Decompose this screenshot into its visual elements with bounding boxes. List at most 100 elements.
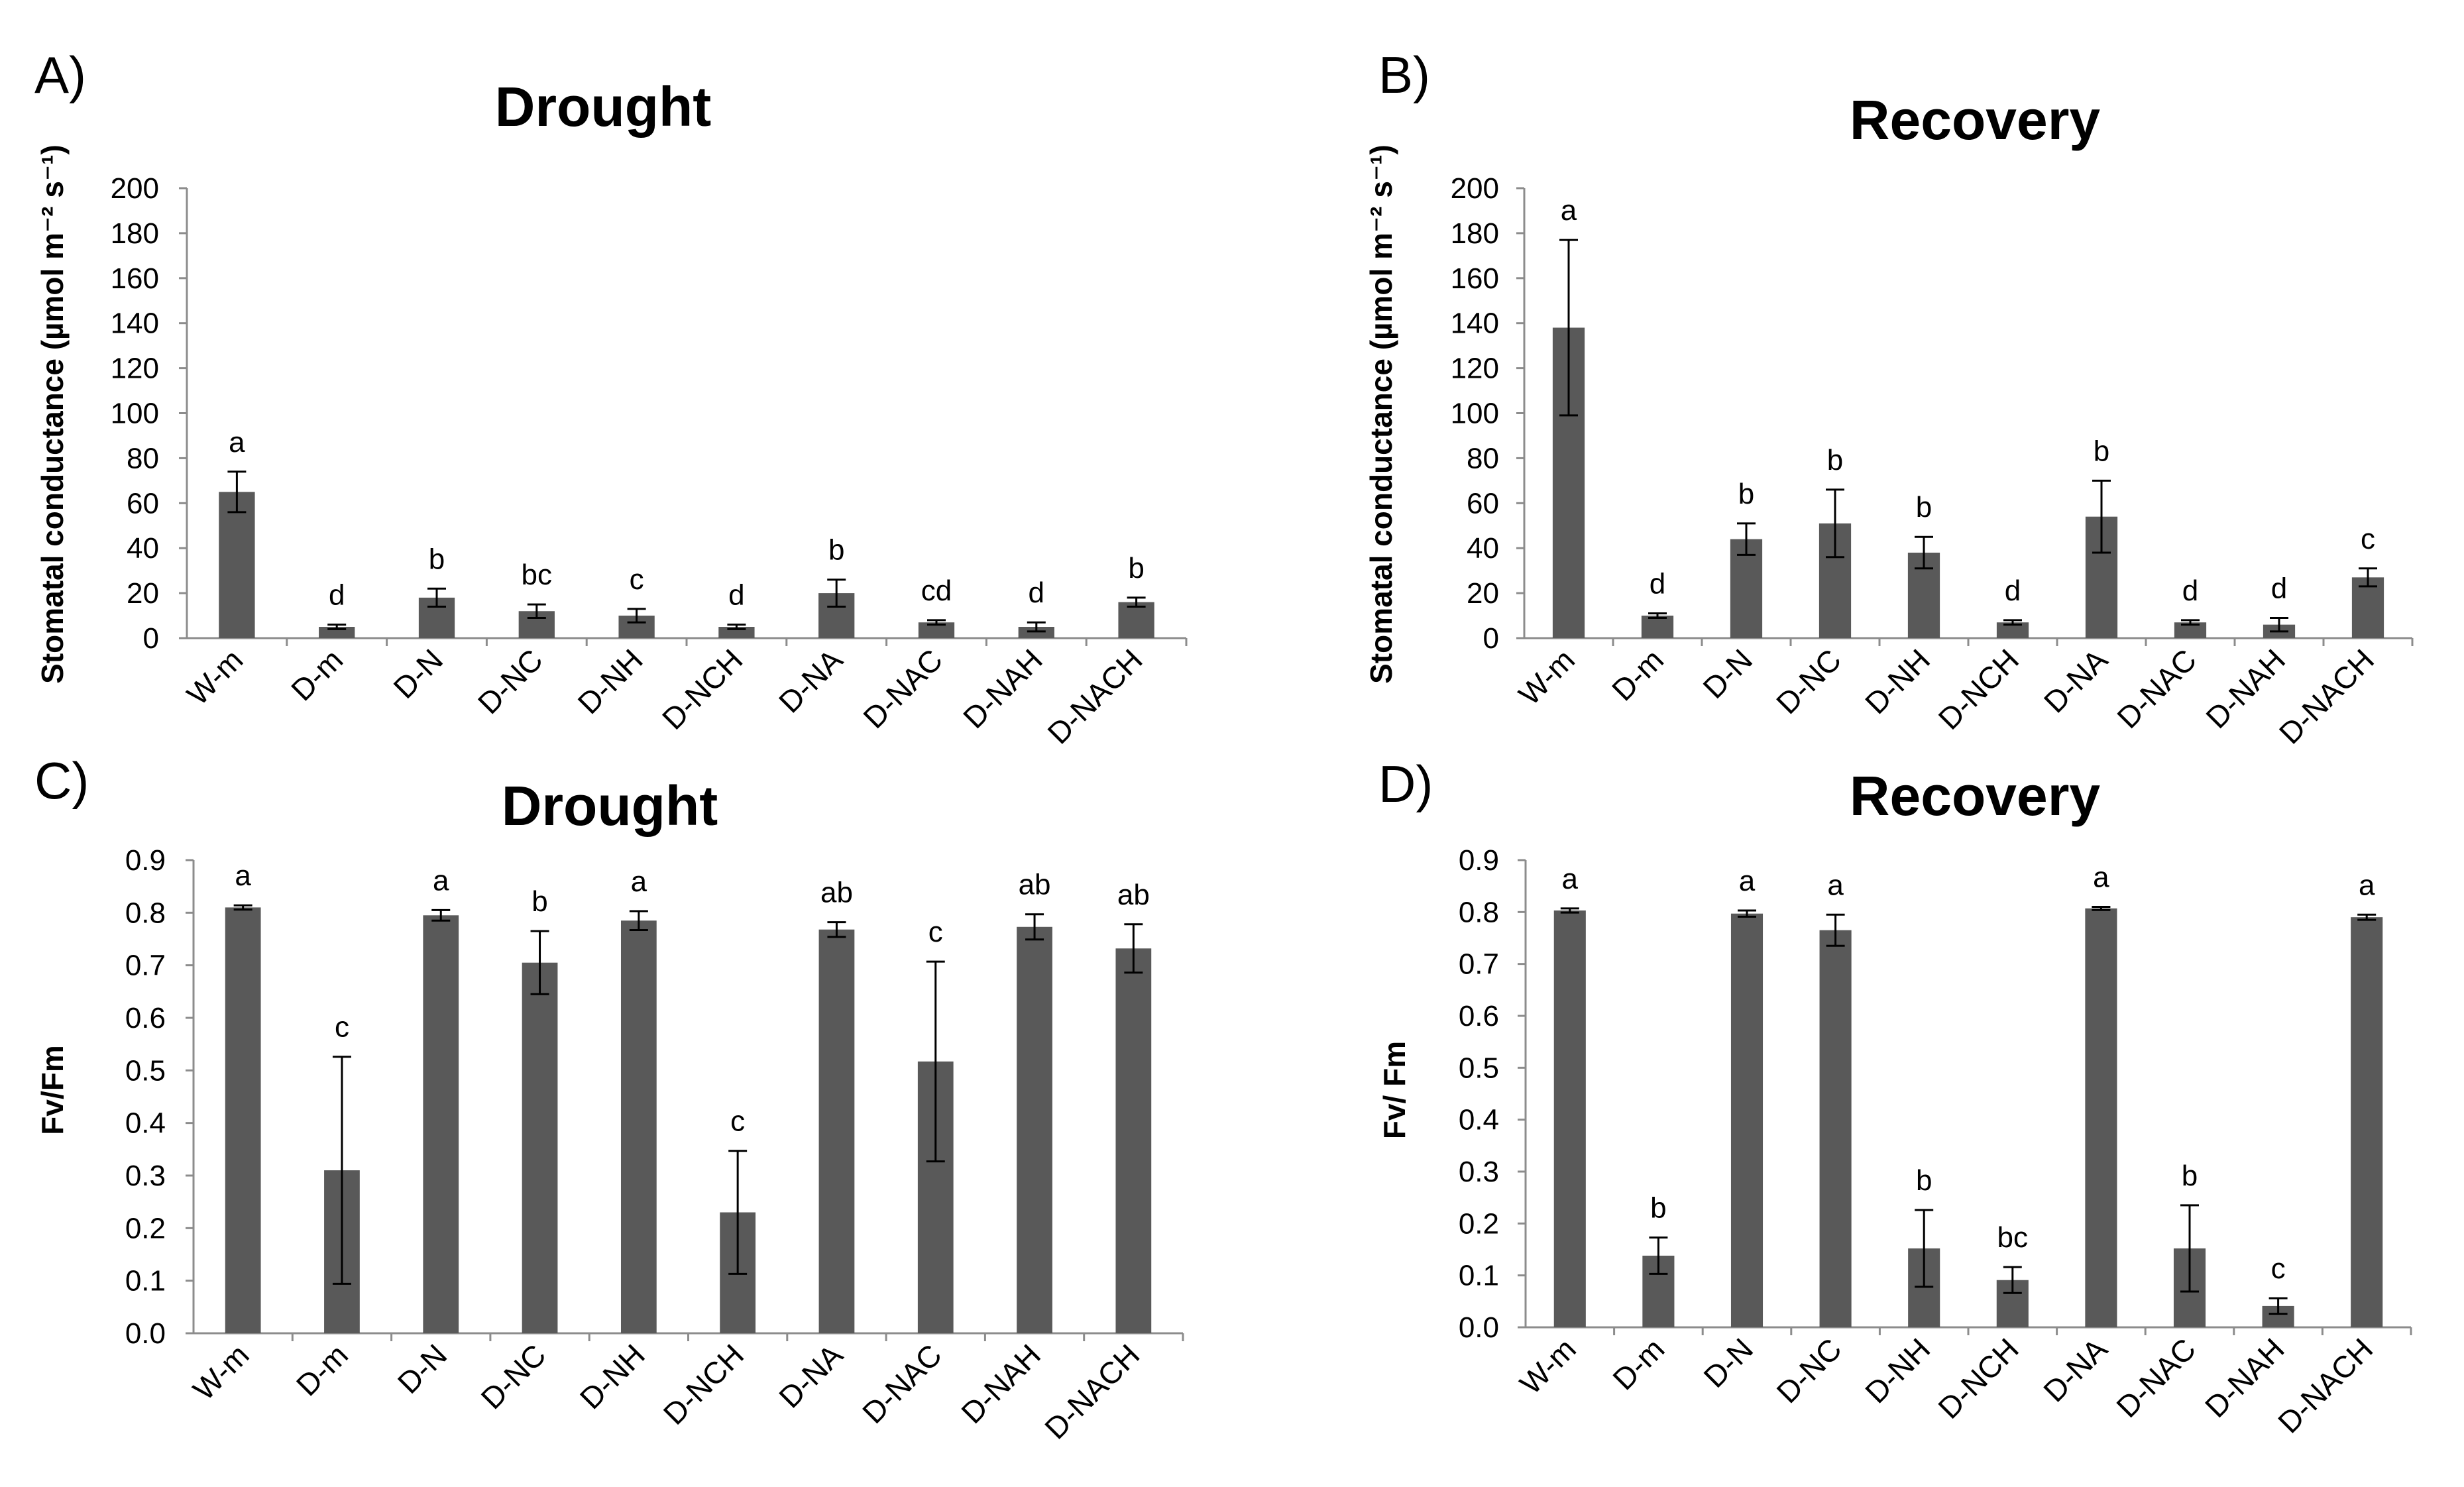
y-tick-label: 0.2 bbox=[125, 1212, 166, 1244]
bar bbox=[918, 622, 955, 638]
error-bar bbox=[1027, 621, 1046, 633]
error-bar bbox=[1737, 522, 1756, 556]
bar bbox=[818, 929, 855, 1333]
y-tick-label: 100 bbox=[1451, 398, 1499, 430]
error-bar bbox=[431, 909, 451, 922]
significance-letter: c bbox=[335, 1011, 349, 1044]
y-tick-label: 0.5 bbox=[1459, 1052, 1499, 1084]
y-tick-label: 0.0 bbox=[1459, 1311, 1499, 1344]
significance-letter: b bbox=[1128, 552, 1144, 584]
y-axis-label-b: Stomatal conductance (µmol m⁻² s⁻¹) bbox=[1364, 144, 1398, 684]
error-bar bbox=[2270, 616, 2288, 633]
error-bar bbox=[332, 1056, 351, 1285]
y-tick-label: 180 bbox=[1451, 217, 1499, 250]
error-bar bbox=[2357, 913, 2377, 921]
y-tick-label: 0.4 bbox=[125, 1107, 166, 1140]
error-bar bbox=[727, 624, 746, 630]
significance-letter: a bbox=[433, 864, 449, 897]
y-tick-label: 0.9 bbox=[125, 844, 166, 877]
y-tick-label: 0 bbox=[143, 622, 159, 655]
significance-letter: b bbox=[1916, 1164, 1932, 1197]
y-tick-label: 140 bbox=[111, 307, 159, 340]
bar bbox=[620, 920, 657, 1333]
significance-letter: ab bbox=[1019, 869, 1051, 901]
y-tick-label: 200 bbox=[1451, 172, 1499, 205]
error-bar bbox=[627, 608, 646, 624]
significance-letter: a bbox=[1739, 865, 1756, 897]
y-tick-label: 40 bbox=[1467, 532, 1499, 565]
bar bbox=[1553, 910, 1586, 1327]
error-bar bbox=[1127, 596, 1146, 608]
y-tick-label: 0.6 bbox=[125, 1002, 166, 1034]
y-tick-label: 0.3 bbox=[1459, 1156, 1499, 1188]
error-bar bbox=[2268, 1297, 2288, 1315]
significance-letter: b bbox=[828, 534, 844, 567]
y-tick-label: 80 bbox=[1467, 442, 1499, 474]
panel-label-d: D) bbox=[1378, 755, 1433, 813]
error-bar bbox=[827, 578, 846, 608]
significance-letter: a bbox=[1562, 863, 1579, 895]
y-tick-label: 0.0 bbox=[125, 1317, 166, 1350]
y-tick-label: 180 bbox=[111, 217, 159, 250]
bar bbox=[1017, 926, 1052, 1333]
y-tick-label: 0.3 bbox=[125, 1160, 166, 1192]
y-tick-label: 60 bbox=[1467, 487, 1499, 520]
y-tick-label: 160 bbox=[111, 262, 159, 295]
y-tick-label: 0.1 bbox=[1459, 1260, 1499, 1292]
significance-letter: cd bbox=[921, 575, 952, 607]
y-tick-label: 80 bbox=[127, 442, 159, 474]
error-bar bbox=[530, 930, 549, 995]
significance-letter: b bbox=[1916, 491, 1932, 523]
significance-letter: d bbox=[329, 579, 345, 612]
error-bar bbox=[2180, 1204, 2199, 1293]
error-bar bbox=[926, 960, 945, 1163]
error-bar bbox=[2003, 619, 2022, 626]
bar bbox=[423, 915, 459, 1333]
significance-letter: bc bbox=[522, 559, 552, 591]
error-bar bbox=[827, 921, 846, 938]
chart-title-b: Recovery bbox=[1850, 89, 2101, 151]
error-bar bbox=[2181, 619, 2200, 626]
significance-letter: b bbox=[2182, 1160, 2198, 1192]
chart-title-c: Drought bbox=[502, 775, 718, 837]
bar bbox=[1641, 616, 1674, 638]
bar bbox=[225, 907, 261, 1333]
bar bbox=[2174, 622, 2207, 638]
error-bar bbox=[1648, 612, 1667, 619]
bar bbox=[2085, 908, 2117, 1327]
significance-letter: a bbox=[1561, 194, 1577, 227]
significance-letter: b bbox=[532, 885, 547, 918]
error-bar bbox=[1025, 913, 1044, 941]
significance-letter: d bbox=[2271, 572, 2287, 604]
y-tick-label: 0.9 bbox=[1459, 844, 1499, 877]
error-bar bbox=[527, 603, 546, 619]
y-tick-label: 0.8 bbox=[125, 897, 166, 929]
y-axis-label-c: Fv/Fm bbox=[35, 1045, 70, 1134]
y-tick-label: 0.2 bbox=[1459, 1207, 1499, 1240]
error-bar bbox=[728, 1150, 748, 1275]
significance-letter: a bbox=[631, 865, 647, 898]
error-bar bbox=[1124, 923, 1143, 974]
bar bbox=[522, 962, 558, 1333]
bar bbox=[1819, 930, 1852, 1327]
panel-c: C) Drought Fv/Fm 0.0 0.1 0.2 0.3 0.4 0.5 0.6 0.… bbox=[34, 751, 1184, 1446]
y-tick-label: 0.5 bbox=[125, 1054, 166, 1087]
y-tick-label: 0.7 bbox=[1459, 948, 1499, 981]
bar bbox=[2351, 917, 2383, 1327]
significance-letter: ab bbox=[1117, 879, 1150, 911]
error-bar bbox=[1560, 907, 1579, 914]
y-tick-label: 0.8 bbox=[1459, 896, 1499, 928]
error-bar bbox=[1915, 535, 1933, 570]
y-tick-label: 140 bbox=[1451, 307, 1499, 340]
y-axis-label-d: Fv/ Fm bbox=[1377, 1041, 1412, 1139]
panel-label-c: C) bbox=[34, 751, 89, 810]
error-bar bbox=[2359, 567, 2377, 588]
error-bar bbox=[1559, 239, 1578, 417]
significance-letter: c bbox=[2271, 1252, 2286, 1285]
significance-letter: b bbox=[1827, 444, 1843, 476]
y-tick-label: 0.6 bbox=[1459, 1000, 1499, 1032]
y-tick-label: 0.1 bbox=[125, 1265, 166, 1297]
significance-letter: a bbox=[235, 859, 251, 892]
error-bar bbox=[1915, 1209, 1934, 1288]
